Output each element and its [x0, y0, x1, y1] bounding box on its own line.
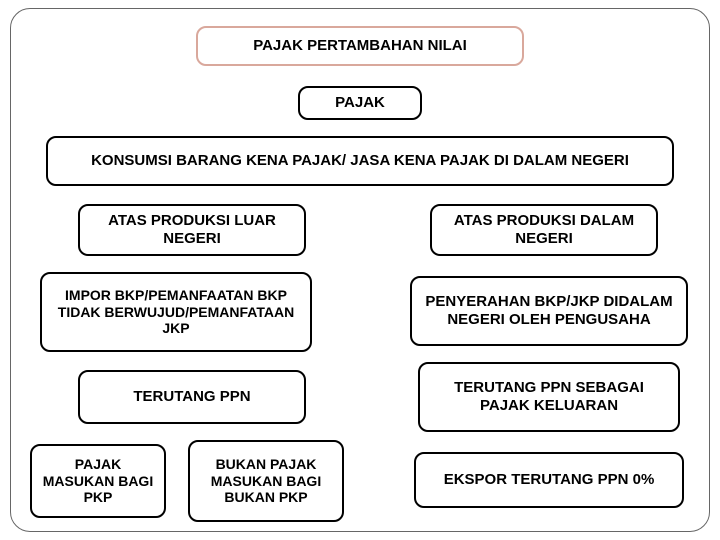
node-title: PAJAK PERTAMBAHAN NILAI — [196, 26, 524, 66]
node-terutang-ppn: TERUTANG PPN — [78, 370, 306, 424]
node-bukan-pajak: BUKAN PAJAK MASUKAN BAGI BUKAN PKP — [188, 440, 344, 522]
node-pajak: PAJAK — [298, 86, 422, 120]
node-impor: IMPOR BKP/PEMANFAATAN BKP TIDAK BERWUJUD… — [40, 272, 312, 352]
node-atas-dalam: ATAS PRODUKSI DALAM NEGERI — [430, 204, 658, 256]
node-konsumsi: KONSUMSI BARANG KENA PAJAK/ JASA KENA PA… — [46, 136, 674, 186]
node-pajak-masukan: PAJAK MASUKAN BAGI PKP — [30, 444, 166, 518]
node-ekspor: EKSPOR TERUTANG PPN 0% — [414, 452, 684, 508]
node-terutang-keluaran: TERUTANG PPN SEBAGAI PAJAK KELUARAN — [418, 362, 680, 432]
node-atas-luar: ATAS PRODUKSI LUAR NEGERI — [78, 204, 306, 256]
node-penyerahan: PENYERAHAN BKP/JKP DIDALAM NEGERI OLEH P… — [410, 276, 688, 346]
